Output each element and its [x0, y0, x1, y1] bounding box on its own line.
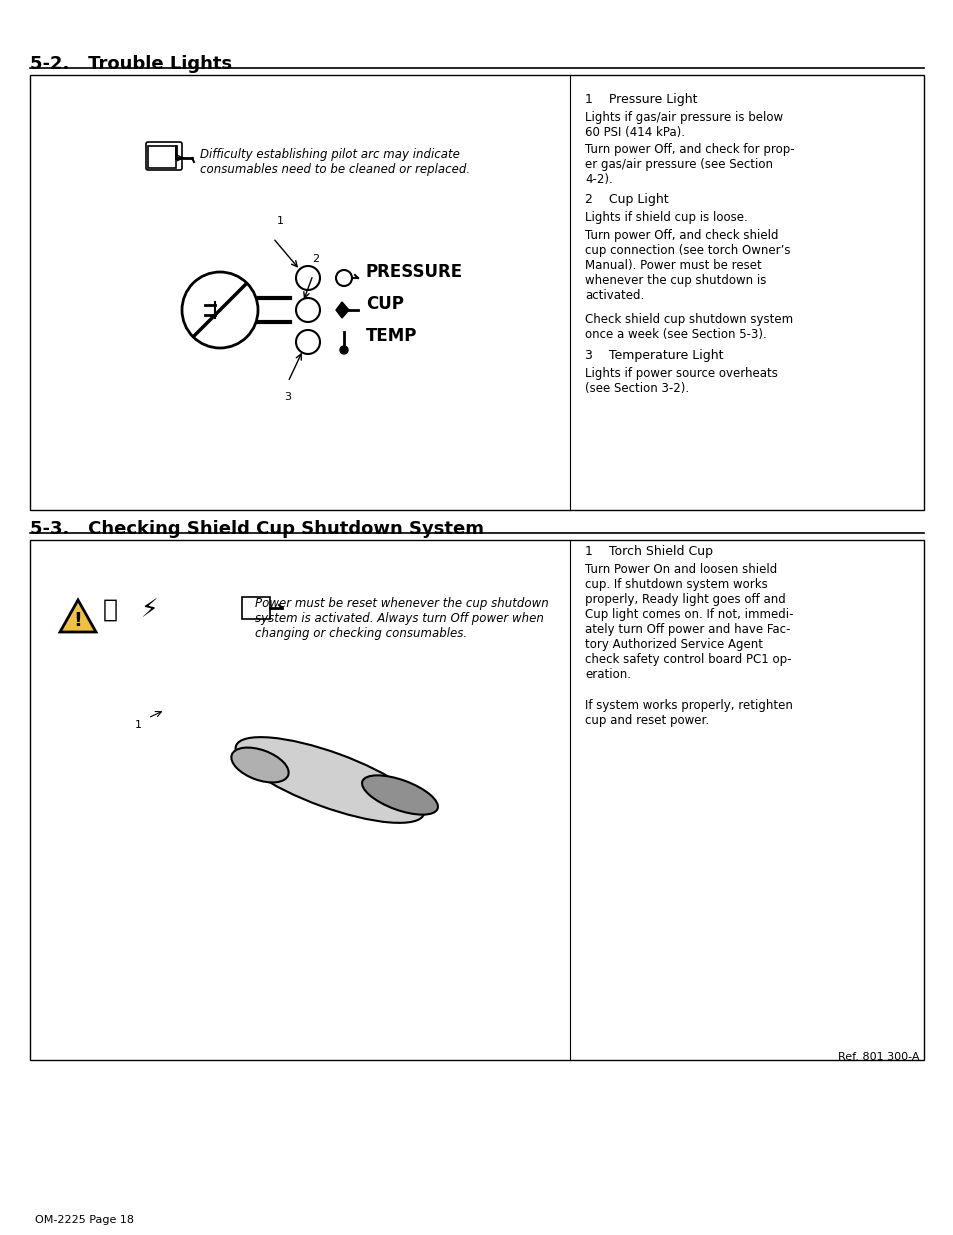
Text: If system works properly, retighten
cup and reset power.: If system works properly, retighten cup … [584, 699, 792, 727]
Circle shape [182, 272, 257, 348]
Text: Check shield cup shutdown system
once a week (see Section 5-3).: Check shield cup shutdown system once a … [584, 312, 792, 341]
Circle shape [295, 266, 319, 290]
Circle shape [295, 298, 319, 322]
Text: TEMP: TEMP [366, 327, 416, 345]
Bar [242, 597, 270, 619]
Text: CUP: CUP [366, 295, 403, 312]
Text: 5-2.   Trouble Lights: 5-2. Trouble Lights [30, 56, 232, 73]
Text: Lights if power source overheats
(see Section 3-2).: Lights if power source overheats (see Se… [584, 367, 777, 395]
Text: 1    Pressure Light: 1 Pressure Light [584, 93, 697, 106]
Text: 5-3.   Checking Shield Cup Shutdown System: 5-3. Checking Shield Cup Shutdown System [30, 520, 483, 538]
Text: Difficulty establishing pilot arc may indicate
consumables need to be cleaned or: Difficulty establishing pilot arc may in… [200, 148, 470, 177]
Polygon shape [60, 600, 96, 632]
Text: Turn power Off, and check shield
cup connection (see torch Owner’s
Manual). Powe: Turn power Off, and check shield cup con… [584, 228, 790, 303]
Ellipse shape [235, 737, 424, 823]
FancyBboxPatch shape [146, 142, 182, 170]
Text: 🏃: 🏃 [102, 598, 117, 622]
Circle shape [335, 270, 352, 287]
Text: Power must be reset whenever the cup shutdown
system is activated. Always turn O: Power must be reset whenever the cup shu… [254, 597, 548, 640]
Bar [148, 146, 175, 168]
Text: Lights if gas/air pressure is below
60 PSI (414 kPa).: Lights if gas/air pressure is below 60 P… [584, 111, 782, 140]
Text: OM-2225 Page 18: OM-2225 Page 18 [35, 1215, 133, 1225]
FancyBboxPatch shape [30, 75, 923, 510]
Circle shape [295, 330, 319, 354]
Text: Turn Power On and loosen shield
cup. If shutdown system works
properly, Ready li: Turn Power On and loosen shield cup. If … [584, 563, 793, 680]
Text: 1: 1 [135, 720, 142, 730]
Text: 1: 1 [276, 216, 283, 226]
Text: !: ! [73, 610, 82, 630]
Text: 2: 2 [313, 254, 319, 264]
Text: Lights if shield cup is loose.: Lights if shield cup is loose. [584, 211, 747, 224]
Text: PRESSURE: PRESSURE [366, 263, 462, 282]
Text: Turn power Off, and check for prop-
er gas/air pressure (see Section
4-2).: Turn power Off, and check for prop- er g… [584, 143, 794, 186]
Ellipse shape [232, 747, 289, 783]
Text: ⚡: ⚡ [141, 598, 158, 622]
Text: Ref. 801 300-A: Ref. 801 300-A [838, 1052, 919, 1062]
Text: 3: 3 [284, 391, 292, 403]
Circle shape [339, 346, 348, 354]
FancyBboxPatch shape [30, 540, 923, 1060]
Text: 3    Temperature Light: 3 Temperature Light [584, 350, 722, 362]
Ellipse shape [362, 776, 437, 815]
Text: 2    Cup Light: 2 Cup Light [584, 193, 668, 206]
Polygon shape [335, 303, 349, 317]
Text: 1    Torch Shield Cup: 1 Torch Shield Cup [584, 545, 712, 558]
